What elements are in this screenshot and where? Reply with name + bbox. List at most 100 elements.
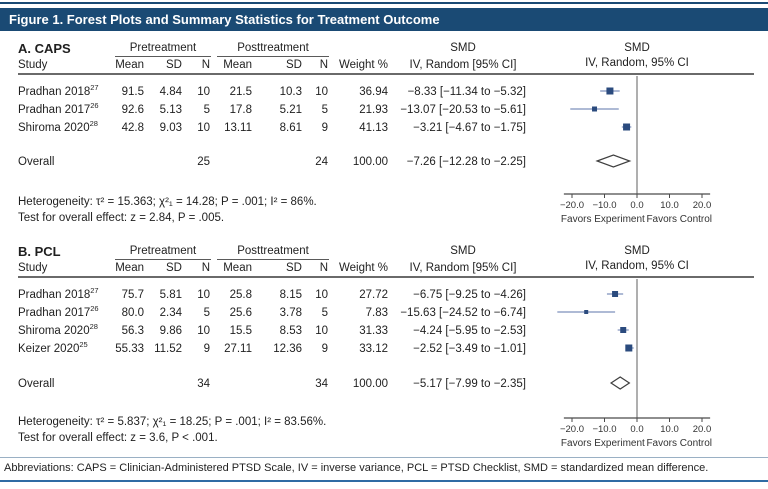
overall-post-n: 34 bbox=[315, 377, 328, 390]
post-mean-header: Mean bbox=[223, 59, 252, 71]
panel-caps: A. CAPS Pretreatment Posttreatment SMD S… bbox=[0, 41, 768, 239]
post-n: 10 bbox=[315, 85, 328, 98]
stats-block: Heterogeneity: τ² = 15.363; χ²₁ = 14.28;… bbox=[18, 195, 538, 226]
forest-plot-canvas: −20.0 −10.0 0.0 10.0 20.0 Favors Experiment Fa… bbox=[560, 76, 712, 225]
smd-ci-value: −13.07 [−20.53 to −5.61] bbox=[400, 103, 526, 116]
post-mean: 25.8 bbox=[229, 288, 252, 301]
pre-n: 10 bbox=[197, 288, 210, 301]
study-ref-superscript: 28 bbox=[89, 118, 98, 128]
effect-size-square bbox=[612, 291, 619, 297]
overall-diamond bbox=[609, 376, 631, 390]
stats-block: Heterogeneity: τ² = 5.837; χ²₁ = 18.25; … bbox=[18, 415, 538, 446]
overall-pre-n: 25 bbox=[197, 155, 210, 168]
effect-size-square bbox=[592, 106, 598, 112]
pre-sd: 9.86 bbox=[159, 324, 182, 337]
pre-mean: 91.5 bbox=[121, 85, 144, 98]
pre-n: 5 bbox=[203, 103, 210, 116]
weight: 27.72 bbox=[359, 288, 388, 301]
pretreatment-group-header: Pretreatment bbox=[115, 244, 211, 260]
post-sd: 10.3 bbox=[279, 85, 302, 98]
effect-size-square bbox=[620, 327, 627, 333]
smd-ci-value: −6.75 [−9.25 to −4.26] bbox=[413, 288, 526, 301]
overall-effect-text: Test for overall effect: z = 3.6, P < .0… bbox=[18, 431, 218, 444]
panel-label: B. PCL bbox=[18, 244, 61, 259]
post-n: 5 bbox=[321, 103, 328, 116]
post-sd: 12.36 bbox=[273, 342, 302, 355]
group-header-row: B. PCL Pretreatment Posttreatment SMD bbox=[18, 244, 768, 260]
weight: 31.33 bbox=[359, 324, 388, 337]
axis-tick-label: 0.0 bbox=[630, 424, 643, 435]
pre-sd: 5.81 bbox=[159, 288, 182, 301]
post-mean: 13.11 bbox=[224, 121, 252, 134]
forest-plot-caps: −20.0 −10.0 0.0 10.0 20.0 Favors Experiment Fa… bbox=[545, 74, 768, 244]
pre-n: 10 bbox=[197, 85, 210, 98]
post-sd: 8.15 bbox=[279, 288, 302, 301]
study-ref-superscript: 28 bbox=[89, 321, 98, 331]
study-row: Keizer 202025 55.33 11.52 9 27.11 12.36 … bbox=[18, 340, 768, 358]
post-sd: 8.61 bbox=[279, 121, 302, 134]
smd-ci-value: −15.63 [−24.52 to −6.74] bbox=[400, 306, 526, 319]
overall-label: Overall bbox=[18, 155, 55, 168]
header-divider bbox=[18, 73, 754, 75]
weight: 7.83 bbox=[365, 306, 388, 319]
post-n-header: N bbox=[319, 59, 328, 71]
post-mean: 27.11 bbox=[224, 342, 252, 355]
overall-post-n: 24 bbox=[315, 155, 328, 168]
study-name: Shiroma 202028 bbox=[18, 118, 98, 134]
study-name: Shiroma 202028 bbox=[18, 321, 98, 337]
heterogeneity-text: Heterogeneity: τ² = 5.837; χ²₁ = 18.25; … bbox=[18, 416, 327, 428]
weight-header: Weight % bbox=[338, 59, 388, 71]
plot-smd-header: SMD bbox=[624, 245, 650, 257]
post-sd-header: SD bbox=[286, 59, 302, 71]
axis-tick-label: −10.0 bbox=[592, 424, 616, 435]
posttreatment-group-header: Posttreatment bbox=[217, 244, 329, 260]
pre-mean: 75.7 bbox=[121, 288, 144, 301]
pre-n: 10 bbox=[197, 121, 210, 134]
overall-effect-text: Test for overall effect: z = 2.84, P = .… bbox=[18, 211, 225, 224]
post-n: 10 bbox=[315, 288, 328, 301]
axis-tick-label: 10.0 bbox=[660, 200, 679, 211]
top-rule bbox=[0, 2, 768, 4]
pre-mean-header: Mean bbox=[115, 262, 144, 274]
study-name: Keizer 202025 bbox=[18, 339, 88, 355]
smd-column-header: SMD bbox=[450, 245, 476, 257]
weight: 33.12 bbox=[359, 342, 388, 355]
pre-mean: 55.33 bbox=[115, 342, 144, 355]
column-header-row: Study Mean SD N Mean SD N Weight % IV, R… bbox=[18, 260, 768, 276]
post-sd: 3.78 bbox=[279, 306, 302, 319]
study-name: Pradhan 201726 bbox=[18, 303, 99, 319]
post-n: 9 bbox=[321, 121, 328, 134]
overall-label: Overall bbox=[18, 377, 55, 390]
study-name: Pradhan 201726 bbox=[18, 100, 99, 116]
plot-ci-header: IV, Random, 95% CI bbox=[585, 57, 689, 69]
post-sd: 8.53 bbox=[279, 324, 302, 337]
smd-ci-text-header: IV, Random [95% CI] bbox=[409, 59, 517, 71]
posttreatment-group-header: Posttreatment bbox=[217, 41, 329, 57]
overall-smd-ci: −5.17 [−7.99 to −2.35] bbox=[413, 377, 526, 390]
pre-n: 9 bbox=[203, 342, 210, 355]
overall-row: Overall 34 34 100.00 −5.17 [−7.99 to −2.… bbox=[18, 375, 768, 393]
smd-ci-text-header: IV, Random [95% CI] bbox=[409, 262, 517, 274]
effect-size-square bbox=[584, 310, 589, 314]
pre-sd: 11.52 bbox=[154, 342, 182, 355]
effect-size-square bbox=[606, 87, 614, 95]
overall-weight: 100.00 bbox=[352, 377, 388, 390]
study-row: Pradhan 201827 75.7 5.81 10 25.8 8.15 10… bbox=[18, 286, 768, 304]
weight: 21.93 bbox=[359, 103, 388, 116]
pre-n: 10 bbox=[197, 324, 210, 337]
axis-tick-label: −20.0 bbox=[560, 200, 584, 211]
favors-control-label: Favors Control bbox=[646, 214, 712, 225]
favors-experiment-label: Favors Experiment bbox=[561, 438, 645, 449]
axis-tick-label: 20.0 bbox=[693, 200, 712, 211]
study-row: Shiroma 202028 56.3 9.86 10 15.5 8.53 10… bbox=[18, 322, 768, 340]
post-mean-header: Mean bbox=[223, 262, 252, 274]
study-ref-superscript: 25 bbox=[79, 339, 88, 349]
post-mean: 25.6 bbox=[229, 306, 252, 319]
pre-mean: 56.3 bbox=[121, 324, 144, 337]
heterogeneity-text: Heterogeneity: τ² = 15.363; χ²₁ = 14.28;… bbox=[18, 196, 317, 208]
figure-title-banner: Figure 1. Forest Plots and Summary Stati… bbox=[0, 8, 768, 31]
smd-ci-value: −3.21 [−4.67 to −1.75] bbox=[413, 121, 526, 134]
pre-sd: 5.13 bbox=[159, 103, 182, 116]
panel-label: A. CAPS bbox=[18, 41, 71, 56]
pre-sd: 9.03 bbox=[159, 121, 182, 134]
